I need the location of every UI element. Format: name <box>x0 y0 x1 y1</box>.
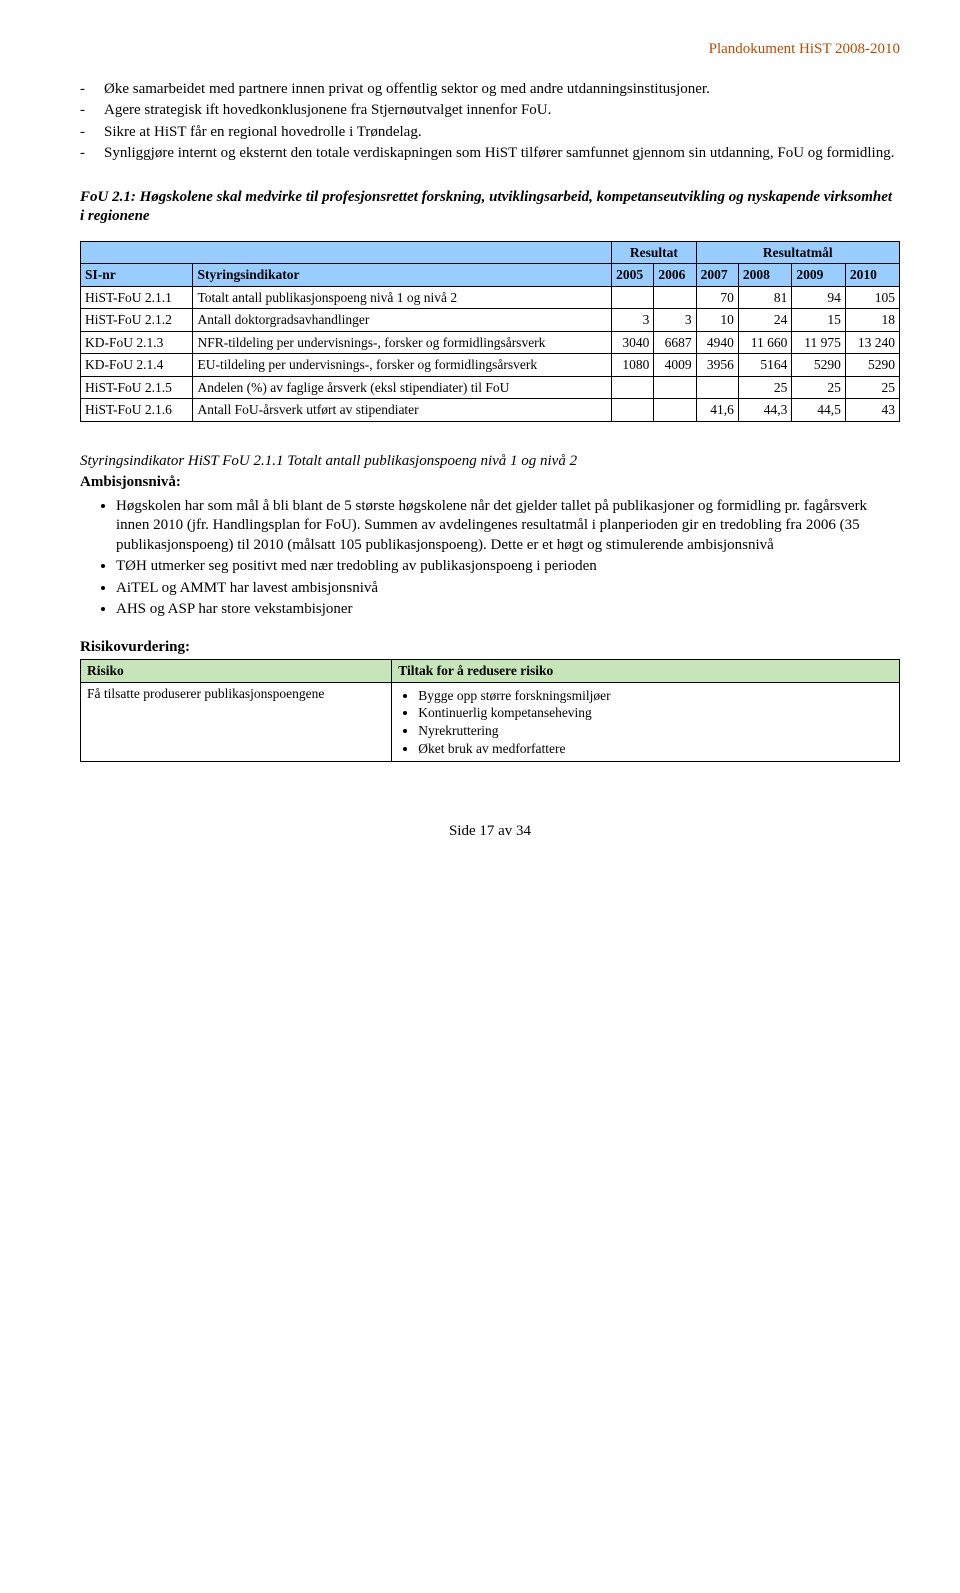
risk-col2: Tiltak for å redusere risiko <box>392 660 900 683</box>
ambition-bullet: AHS og ASP har store vekstambisjoner <box>116 600 900 620</box>
cell: 43 <box>845 399 899 422</box>
cell: 3 <box>612 309 654 332</box>
cell: 4009 <box>654 354 696 377</box>
ambition-bullet: Høgskolen har som mål å bli blant de 5 s… <box>116 497 900 556</box>
risk-col1: Risiko <box>81 660 392 683</box>
table-group-maal: Resultatmål <box>696 241 899 264</box>
col-2005: 2005 <box>612 264 654 287</box>
table-group-resultat: Resultat <box>612 241 696 264</box>
cell: 5290 <box>792 354 846 377</box>
ambition-label: Ambisjonsnivå: <box>80 473 900 493</box>
cell-si: KD-FoU 2.1.4 <box>81 354 193 377</box>
cell: 70 <box>696 286 738 309</box>
risk-table: Risiko Tiltak for å redusere risiko Få t… <box>80 659 900 762</box>
col-si: SI-nr <box>81 264 193 287</box>
table-row: HiST-FoU 2.1.1 Totalt antall publikasjon… <box>81 286 900 309</box>
cell: 6687 <box>654 331 696 354</box>
cell: 3 <box>654 309 696 332</box>
cell-si: HiST-FoU 2.1.5 <box>81 376 193 399</box>
cell: 3040 <box>612 331 654 354</box>
cell: 11 660 <box>738 331 792 354</box>
cell <box>696 376 738 399</box>
risk-heading: Risikovurdering: <box>80 638 900 658</box>
intro-bullet: Sikre at HiST får en regional hovedrolle… <box>104 123 900 143</box>
ambition-bullet: TØH utmerker seg positivt med nær tredob… <box>116 557 900 577</box>
col-2009: 2009 <box>792 264 846 287</box>
cell: 44,3 <box>738 399 792 422</box>
table-group-blank <box>81 241 612 264</box>
cell-ind: Andelen (%) av faglige årsverk (eksl sti… <box>193 376 612 399</box>
cell <box>654 376 696 399</box>
cell: 94 <box>792 286 846 309</box>
intro-bullet: Synliggjøre internt og eksternt den tota… <box>104 144 900 164</box>
results-table: Resultat Resultatmål SI-nr Styringsindik… <box>80 241 900 422</box>
risk-tiltak: Øket bruk av medforfattere <box>418 740 893 758</box>
cell-si: HiST-FoU 2.1.6 <box>81 399 193 422</box>
ambition-bullets: Høgskolen har som mål å bli blant de 5 s… <box>80 497 900 620</box>
cell <box>612 286 654 309</box>
col-2006: 2006 <box>654 264 696 287</box>
table-row: HiST-FoU 2.1.6 Antall FoU-årsverk utført… <box>81 399 900 422</box>
risk-row: Få tilsatte produserer publikasjonspoeng… <box>81 682 900 761</box>
sub-indicator-title: Styringsindikator HiST FoU 2.1.1 Totalt … <box>80 452 900 472</box>
cell: 5164 <box>738 354 792 377</box>
cell-ind: Totalt antall publikasjonspoeng nivå 1 o… <box>193 286 612 309</box>
cell: 25 <box>738 376 792 399</box>
cell: 1080 <box>612 354 654 377</box>
col-ind: Styringsindikator <box>193 264 612 287</box>
cell: 24 <box>738 309 792 332</box>
cell <box>654 399 696 422</box>
cell <box>612 376 654 399</box>
table-row: KD-FoU 2.1.3 NFR-tildeling per undervisn… <box>81 331 900 354</box>
cell-ind: NFR-tildeling per undervisnings-, forske… <box>193 331 612 354</box>
cell: 81 <box>738 286 792 309</box>
cell: 18 <box>845 309 899 332</box>
table-row: HiST-FoU 2.1.5 Andelen (%) av faglige år… <box>81 376 900 399</box>
cell-ind: EU-tildeling per undervisnings-, forsker… <box>193 354 612 377</box>
intro-bullet: Øke samarbeidet med partnere innen priva… <box>104 80 900 100</box>
cell: 10 <box>696 309 738 332</box>
cell <box>654 286 696 309</box>
risk-tiltak-cell: Bygge opp større forskningsmiljøer Konti… <box>392 682 900 761</box>
table-row: KD-FoU 2.1.4 EU-tildeling per undervisni… <box>81 354 900 377</box>
section-title: FoU 2.1: Høgskolene skal medvirke til pr… <box>80 188 900 227</box>
cell: 41,6 <box>696 399 738 422</box>
page-footer: Side 17 av 34 <box>80 822 900 842</box>
cell: 11 975 <box>792 331 846 354</box>
risk-tiltak: Kontinuerlig kompetanseheving <box>418 704 893 722</box>
cell: 4940 <box>696 331 738 354</box>
col-2007: 2007 <box>696 264 738 287</box>
cell-si: KD-FoU 2.1.3 <box>81 331 193 354</box>
cell: 3956 <box>696 354 738 377</box>
cell: 15 <box>792 309 846 332</box>
cell: 13 240 <box>845 331 899 354</box>
cell-si: HiST-FoU 2.1.1 <box>81 286 193 309</box>
cell-ind: Antall doktorgradsavhandlinger <box>193 309 612 332</box>
cell <box>612 399 654 422</box>
page-header-right: Plandokument HiST 2008-2010 <box>80 40 900 60</box>
col-2008: 2008 <box>738 264 792 287</box>
cell: 5290 <box>845 354 899 377</box>
intro-bullet-list: Øke samarbeidet med partnere innen priva… <box>80 80 900 164</box>
risk-tiltak: Bygge opp større forskningsmiljøer <box>418 687 893 705</box>
cell-si: HiST-FoU 2.1.2 <box>81 309 193 332</box>
cell: 25 <box>845 376 899 399</box>
cell: 105 <box>845 286 899 309</box>
table-row: HiST-FoU 2.1.2 Antall doktorgradsavhandl… <box>81 309 900 332</box>
cell: 44,5 <box>792 399 846 422</box>
cell-ind: Antall FoU-årsverk utført av stipendiate… <box>193 399 612 422</box>
risk-tiltak: Nyrekruttering <box>418 722 893 740</box>
ambition-bullet: AiTEL og AMMT har lavest ambisjonsnivå <box>116 579 900 599</box>
cell: 25 <box>792 376 846 399</box>
intro-bullet: Agere strategisk ift hovedkonklusjonene … <box>104 101 900 121</box>
col-2010: 2010 <box>845 264 899 287</box>
risk-cell: Få tilsatte produserer publikasjonspoeng… <box>81 682 392 761</box>
